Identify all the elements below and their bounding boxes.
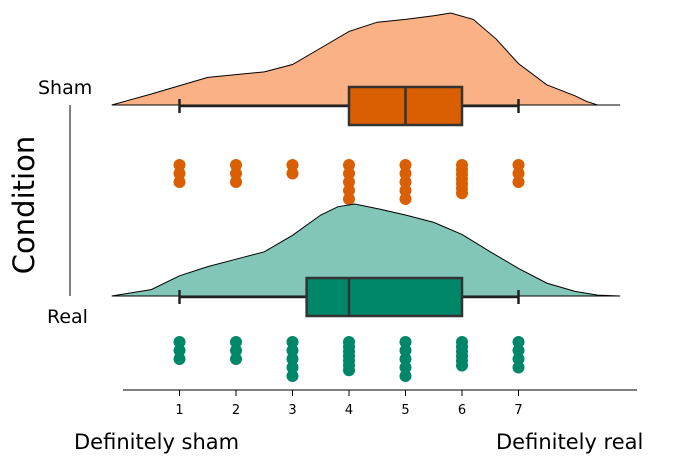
data-point-real xyxy=(173,353,186,365)
data-point-real xyxy=(173,344,186,357)
x-anchor-label-left: Definitely sham xyxy=(74,430,239,454)
category-label-sham: Sham xyxy=(38,77,92,99)
data-point-real xyxy=(399,336,412,348)
data-point-real xyxy=(230,353,242,365)
x-axis-ticks: 1 2 3 4 5 6 7 xyxy=(175,390,523,418)
data-point-real xyxy=(512,353,525,365)
x-tick-label: 4 xyxy=(345,403,353,418)
data-point-real xyxy=(230,344,242,357)
data-point-real xyxy=(286,353,299,365)
data-point-sham xyxy=(173,159,186,171)
data-point-real xyxy=(230,336,242,348)
data-point-real xyxy=(399,361,412,374)
data-point-real xyxy=(286,336,299,348)
data-point-sham xyxy=(173,176,186,188)
data-point-real xyxy=(512,344,525,357)
plot-area xyxy=(111,12,621,382)
x-tick-label: 7 xyxy=(514,403,522,418)
data-point-sham xyxy=(399,184,412,197)
data-point-real xyxy=(286,344,299,357)
data-point-sham xyxy=(286,159,299,171)
series-real xyxy=(111,203,621,382)
data-point-sham xyxy=(512,176,525,188)
x-tick-label: 2 xyxy=(232,403,240,418)
data-point-sham xyxy=(399,167,412,180)
data-point-sham xyxy=(343,176,355,188)
data-point-real xyxy=(512,336,525,348)
category-label-real: Real xyxy=(47,306,88,328)
data-point-sham xyxy=(230,167,242,180)
data-point-sham xyxy=(230,159,242,171)
y-axis-title: Condition xyxy=(7,136,41,274)
data-point-real xyxy=(399,353,412,365)
x-anchor-label-right: Definitely real xyxy=(496,430,643,454)
density-cloud-real xyxy=(111,203,621,297)
data-point-real xyxy=(399,370,412,382)
x-tick-label: 5 xyxy=(401,403,409,418)
data-point-real xyxy=(456,359,468,372)
data-point-sham xyxy=(399,193,412,205)
x-tick-label: 1 xyxy=(175,403,183,418)
data-point-real xyxy=(512,361,525,374)
data-point-sham xyxy=(286,167,299,180)
x-tick-label: 6 xyxy=(458,403,466,418)
data-point-real xyxy=(343,364,355,377)
data-point-sham xyxy=(343,167,355,180)
data-point-real xyxy=(173,336,186,348)
data-point-sham xyxy=(512,159,525,171)
data-point-real xyxy=(399,344,412,357)
series-sham xyxy=(111,12,621,205)
data-point-sham xyxy=(456,187,468,200)
data-point-real xyxy=(286,370,299,382)
data-point-sham xyxy=(343,159,355,171)
x-tick-label: 3 xyxy=(288,403,296,418)
data-point-sham xyxy=(399,159,412,171)
density-cloud-sham xyxy=(111,12,621,106)
data-point-sham xyxy=(343,184,355,197)
data-point-sham xyxy=(173,167,186,180)
data-point-real xyxy=(286,361,299,374)
data-point-sham xyxy=(512,167,525,180)
data-point-sham xyxy=(230,176,242,188)
data-point-sham xyxy=(399,176,412,188)
data-point-sham xyxy=(343,193,355,205)
box-real xyxy=(305,276,464,318)
